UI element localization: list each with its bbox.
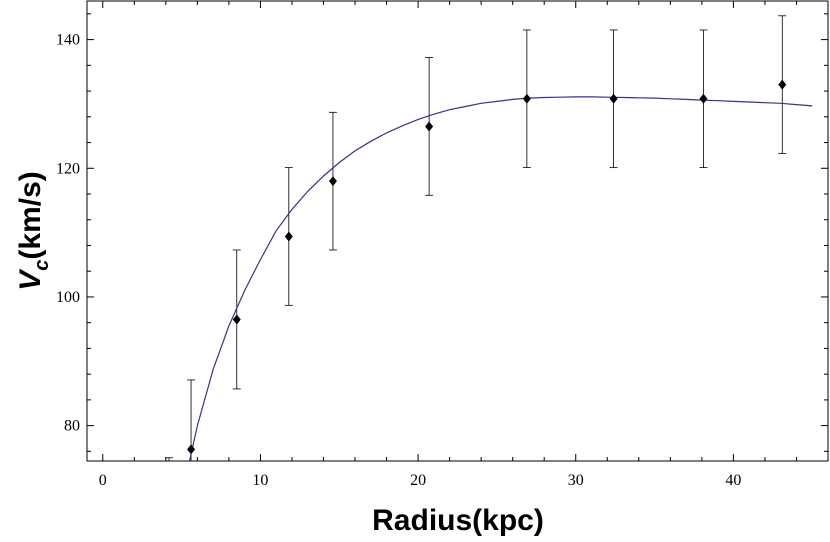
y-axis-label-main: V: [14, 268, 47, 291]
y-axis-label-unit: (km/s): [14, 171, 47, 259]
x-tick-label: 30: [568, 472, 584, 489]
data-point: [328, 176, 337, 187]
error-bars: [164, 15, 787, 462]
fit-curve: [188, 96, 813, 462]
y-tick-label: 140: [56, 32, 80, 49]
data-point: [232, 314, 241, 325]
y-axis-label-sub: c: [31, 260, 53, 271]
axis-ticks: 0 10 20 30 40 80 100 120 140: [56, 1, 828, 489]
data-points: [187, 79, 787, 455]
x-tick-label: 0: [99, 472, 107, 489]
data-point: [522, 93, 531, 104]
data-point: [778, 79, 787, 90]
data-point: [699, 93, 708, 104]
data-point: [425, 121, 434, 132]
y-axis-label: Vc(km/s): [14, 171, 53, 291]
x-tick-label: 20: [410, 472, 426, 489]
data-point: [609, 93, 618, 104]
y-tick-label: 120: [56, 160, 80, 177]
y-tick-label: 80: [64, 418, 80, 435]
x-axis-label: Radius(kpc): [372, 504, 544, 537]
data-point: [187, 444, 196, 455]
plot-frame: [86, 0, 829, 462]
data-point: [284, 231, 293, 242]
x-tick-label: 10: [252, 472, 268, 489]
y-tick-label: 100: [56, 289, 80, 306]
x-tick-label: 40: [725, 472, 741, 489]
